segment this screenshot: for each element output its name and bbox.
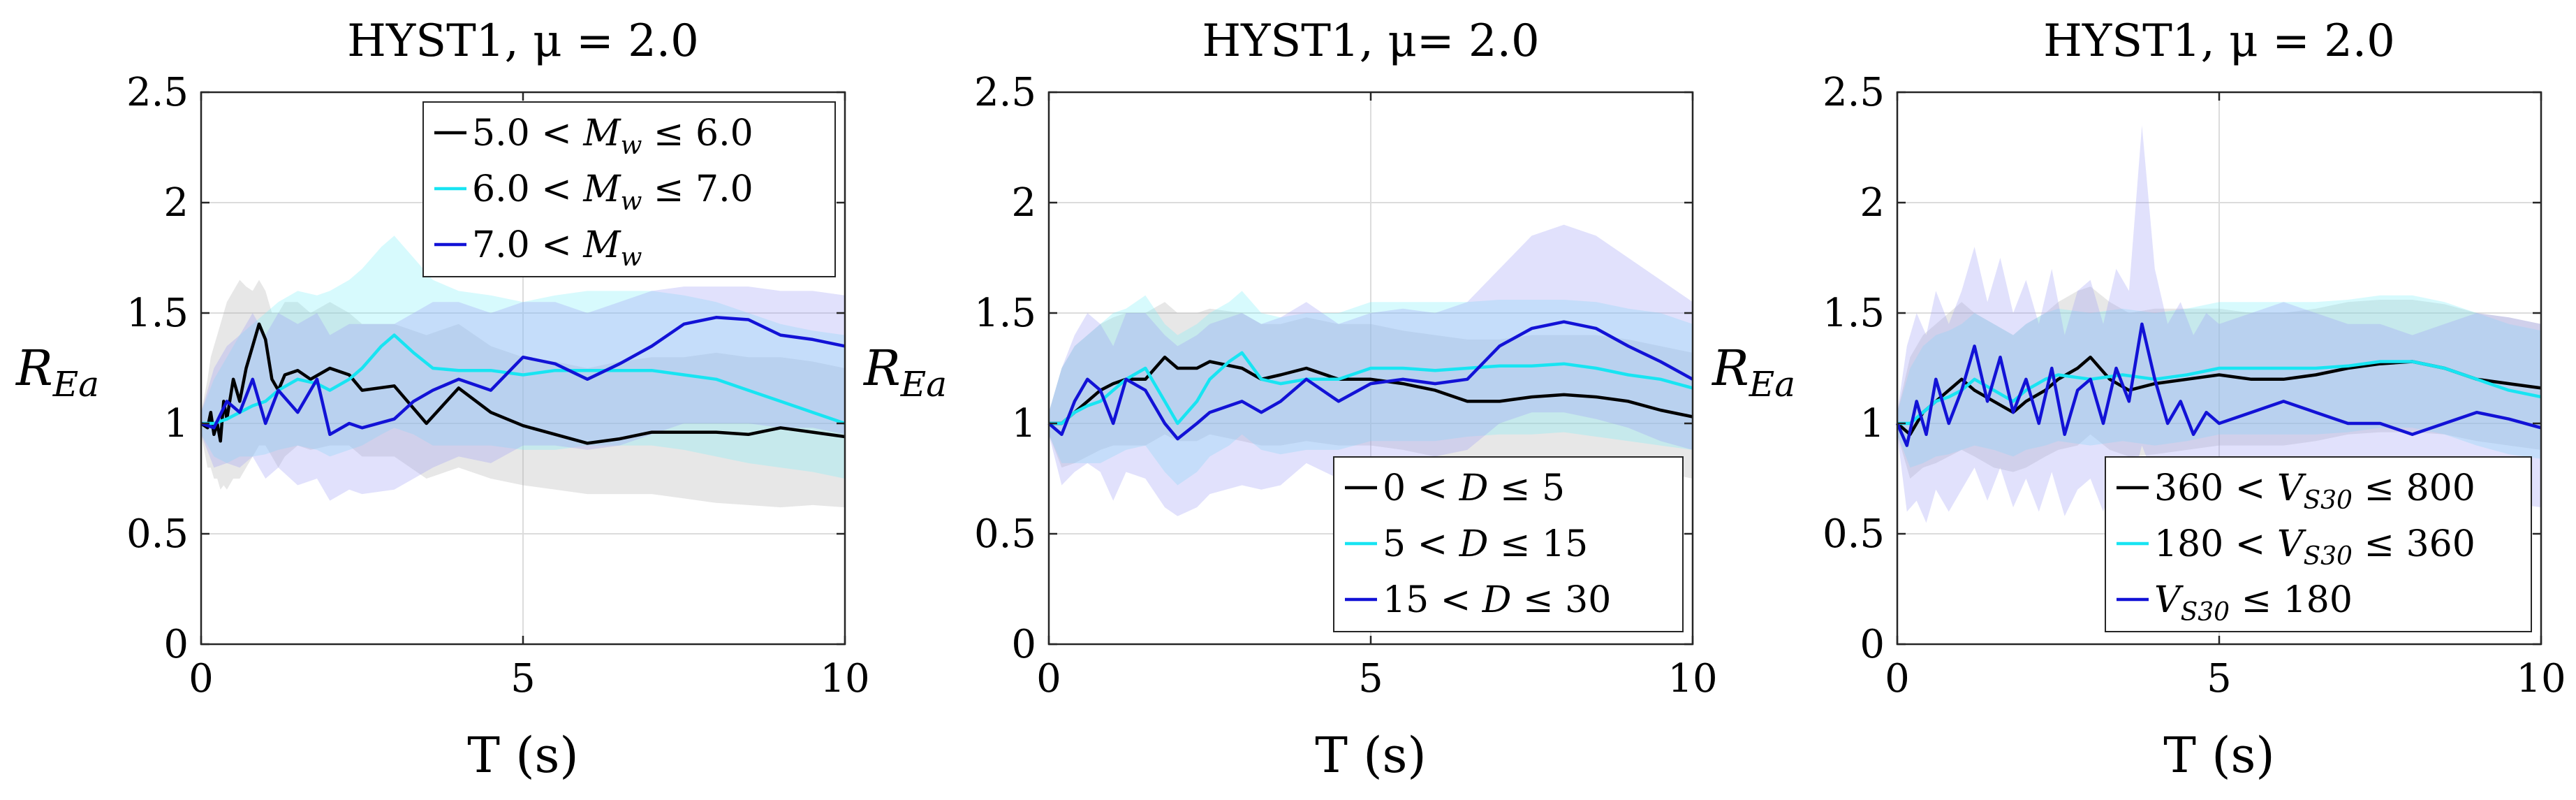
chart-panel-1: 0 5 10 0 0.5 1 1.5 2 2.5 HYST1, μ = 2.0 T (s) REa 5.… — [15, 15, 870, 784]
y-tick-label-4: 2 — [1011, 180, 1036, 226]
x-tick-label-1: 5 — [2207, 656, 2232, 701]
band-series-3 — [1049, 224, 1693, 516]
x-tick-label-0: 0 — [189, 656, 214, 701]
legend-label-1: 0 < D ≤ 5 — [1383, 467, 1565, 509]
legend-label-3: 15 < D ≤ 30 — [1383, 579, 1611, 621]
legend-label-2: 180 < VS30 ≤ 360 — [2154, 523, 2475, 571]
x-axis-label: T (s) — [467, 727, 578, 784]
line-series-1 — [1049, 355, 1693, 426]
chart-panel-2: 0 5 10 0 0.5 1 1.5 2 2.5 HYST1, μ= 2.0 T (s) REa 0 <… — [862, 15, 1718, 784]
chart-title: HYST1, μ = 2.0 — [2043, 15, 2395, 67]
y-tick-label-0: 0 — [163, 622, 189, 667]
y-tick-label-0: 0 — [1860, 622, 1885, 667]
y-tick-label-5: 2.5 — [974, 70, 1036, 115]
y-tick-label-1: 0.5 — [126, 511, 189, 557]
x-tick-label-2: 10 — [2516, 656, 2566, 701]
chart-panel-3: 0 5 10 0 0.5 1 1.5 2 2.5 HYST1, μ = 2.0 T (s) REa 36… — [1711, 15, 2566, 784]
x-tick-label-2: 10 — [820, 656, 869, 701]
band-series-3 — [201, 286, 845, 501]
band-series-1 — [1897, 286, 2541, 479]
line-series-3 — [1895, 322, 2542, 447]
x-tick-label-1: 5 — [1358, 656, 1383, 701]
y-axis-label: REa — [1711, 340, 1795, 405]
chart-title: HYST1, μ = 2.0 — [347, 15, 699, 67]
legend-label-2: 5 < D ≤ 15 — [1383, 523, 1588, 565]
line-series-2 — [1049, 351, 1693, 426]
y-tick-label-1: 0.5 — [1823, 511, 1885, 557]
legend-label-2: 6.0 < Mw ≤ 7.0 — [472, 168, 753, 216]
line-series-1 — [200, 322, 846, 445]
y-axis-label-subscript: Ea — [900, 364, 947, 405]
y-axis-label: REa — [862, 340, 947, 405]
legend: 5.0 < Mw ≤ 6.0 6.0 < Mw ≤ 7.0 7.0 < Mw — [422, 101, 836, 277]
y-tick-label-3: 1.5 — [1823, 291, 1885, 336]
y-axis-label: REa — [15, 340, 99, 405]
y-tick-label-3: 1.5 — [974, 291, 1036, 336]
band-series-1 — [201, 279, 845, 508]
legend-label-3: 7.0 < Mw — [472, 224, 642, 272]
line-series-3 — [200, 316, 846, 437]
line-series-3 — [1047, 320, 1694, 441]
legend: 0 < D ≤ 5 5 < D ≤ 15 15 < D ≤ 30 — [1333, 456, 1684, 632]
y-tick-label-3: 1.5 — [126, 291, 189, 336]
legend-label-1: 360 < VS30 ≤ 800 — [2154, 467, 2475, 515]
y-axis-label-subscript: Ea — [1749, 364, 1795, 405]
y-tick-label-2: 1 — [1860, 401, 1885, 446]
chart-title: HYST1, μ= 2.0 — [1202, 15, 1539, 67]
x-tick-label-2: 10 — [1668, 656, 1717, 701]
x-axis-label: T (s) — [1315, 727, 1426, 784]
y-tick-label-0: 0 — [1011, 622, 1036, 667]
line-series-2 — [1897, 360, 2542, 426]
band-series-2 — [1049, 291, 1693, 486]
legend: 360 < VS30 ≤ 800 180 < VS30 ≤ 360 VS30 ≤ 1… — [2105, 456, 2532, 632]
legend-label-3: VS30 ≤ 180 — [2154, 579, 2353, 627]
y-tick-label-2: 1 — [1011, 401, 1036, 446]
y-tick-label-2: 1 — [163, 401, 189, 446]
y-tick-label-1: 0.5 — [974, 511, 1036, 557]
legend-label-1: 5.0 < Mw ≤ 6.0 — [472, 112, 753, 160]
legend-box — [422, 101, 836, 277]
legend-box — [2105, 456, 2532, 632]
legend-box — [1333, 456, 1684, 632]
x-tick-label-1: 5 — [510, 656, 536, 701]
x-tick-label-0: 0 — [1885, 656, 1910, 701]
y-tick-label-5: 2.5 — [126, 70, 189, 115]
y-axis-label-subscript: Ea — [52, 364, 99, 405]
x-axis-label: T (s) — [2163, 727, 2274, 784]
x-tick-label-0: 0 — [1036, 656, 1061, 701]
line-series-2 — [201, 333, 846, 426]
y-tick-label-4: 2 — [1860, 180, 1885, 226]
y-tick-label-4: 2 — [163, 180, 189, 226]
y-tick-label-5: 2.5 — [1823, 70, 1885, 115]
band-series-1 — [1049, 302, 1693, 479]
